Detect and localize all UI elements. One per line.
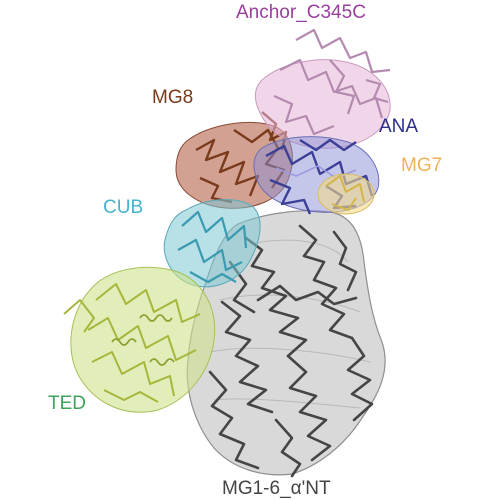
anchor-c345c-label: Anchor_C345C bbox=[236, 2, 366, 23]
cub-backbone bbox=[177, 210, 248, 284]
ted-helices bbox=[111, 314, 175, 366]
mg7-density bbox=[317, 173, 375, 215]
mg7-label: MG7 bbox=[401, 155, 443, 176]
anchor-density bbox=[255, 59, 391, 149]
mg7-backbone bbox=[325, 175, 365, 211]
ana-label: ANA bbox=[379, 116, 419, 137]
ted-label: TED bbox=[48, 393, 86, 414]
anchor-backbone bbox=[273, 28, 391, 136]
mg8-label: MG8 bbox=[152, 87, 194, 108]
mg1-6-label: MG1-6_α'NT bbox=[222, 478, 331, 499]
ted-backbone bbox=[63, 283, 201, 403]
cub-label: CUB bbox=[103, 197, 144, 218]
